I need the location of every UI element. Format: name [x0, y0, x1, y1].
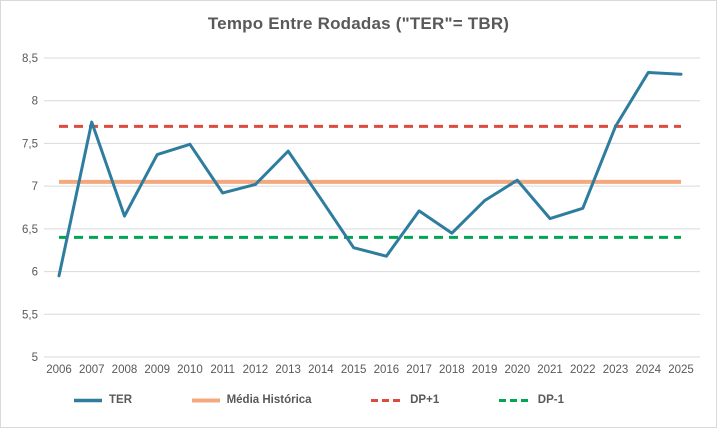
- ter-series-line: [57, 71, 683, 278]
- y-tick-label: 6,5: [22, 224, 38, 236]
- x-tick-label: 2015: [341, 364, 367, 376]
- legend-item-ter: TER: [73, 394, 132, 406]
- dp-minus-1-dashed-swatch: [498, 398, 531, 402]
- legend-item-media-historica: Média Histórica: [191, 394, 312, 406]
- x-tick-label: 2006: [46, 364, 72, 376]
- y-tick-label: 7: [32, 181, 38, 193]
- ter-line-swatch: [74, 398, 102, 402]
- x-tick-label: 2019: [472, 364, 498, 376]
- x-tick-label: 2008: [112, 364, 138, 376]
- x-tick-label: 2022: [570, 364, 596, 376]
- x-tick-label: 2011: [210, 364, 235, 376]
- y-tick-label: 6: [32, 267, 38, 279]
- legend-label-ter: TER: [109, 394, 132, 406]
- media-historica-line-swatch: [191, 398, 220, 402]
- legend-item-dp-plus-1: DP+1: [370, 394, 439, 406]
- x-tick-label: 2023: [603, 364, 629, 376]
- x-tick-label: 2018: [439, 364, 465, 376]
- x-tick-label: 2020: [505, 364, 531, 376]
- x-tick-label: 2009: [144, 364, 170, 376]
- x-tick-label: 2017: [406, 364, 432, 376]
- y-tick-label: 5: [32, 352, 38, 364]
- legend-label-media-historica: Média Histórica: [226, 394, 312, 406]
- legend-item-dp-minus-1: DP-1: [498, 394, 564, 406]
- x-tick-label: 2024: [635, 364, 661, 376]
- x-tick-label: 2012: [243, 364, 269, 376]
- legend-label-dp-plus-1: DP+1: [410, 394, 440, 406]
- x-tick-label: 2021: [537, 364, 563, 376]
- legend: TER Média Histórica DP+1 DP-1: [73, 394, 564, 406]
- chart-title: Tempo Entre Rodadas ("TER"= TBR): [207, 14, 510, 33]
- y-tick-label: 8: [32, 96, 38, 108]
- x-tick-label: 2016: [374, 364, 400, 376]
- y-tick-label: 5,5: [22, 309, 38, 321]
- x-tick-label: 2010: [177, 364, 203, 376]
- y-tick-label: 7,5: [22, 138, 38, 150]
- y-tick-label: 8,5: [22, 53, 38, 65]
- x-tick-label: 2013: [275, 364, 301, 376]
- x-tick-label: 2014: [308, 364, 334, 376]
- legend-label-dp-minus-1: DP-1: [537, 394, 564, 406]
- dp-plus-1-dashed-swatch: [371, 398, 404, 402]
- x-tick-label: 2007: [79, 364, 105, 376]
- x-tick-label: 2025: [668, 364, 694, 376]
